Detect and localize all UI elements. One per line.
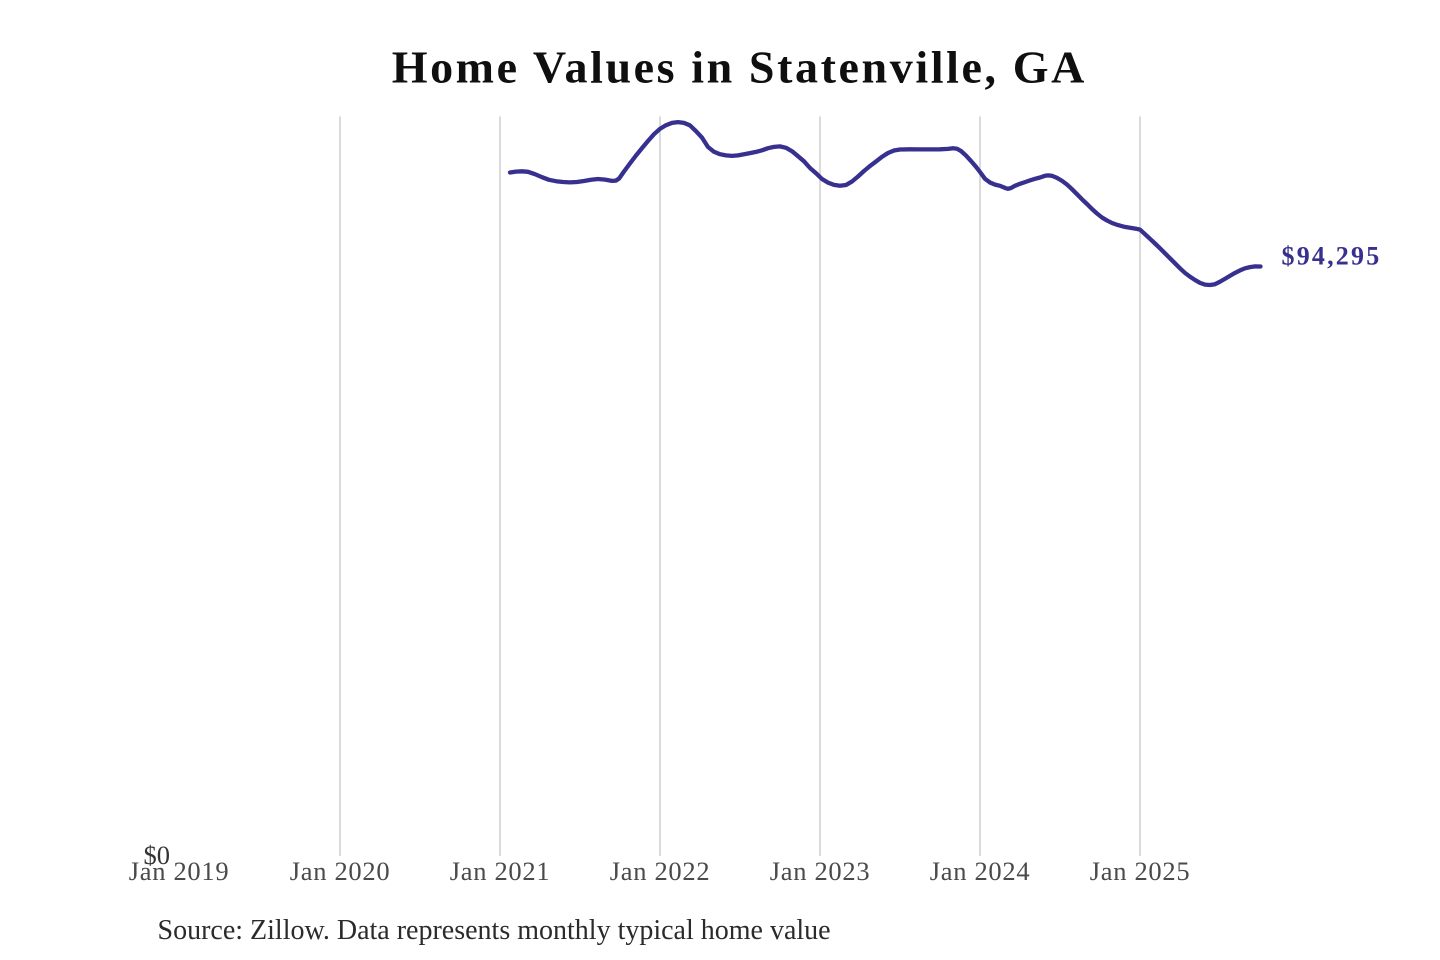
svg-text:Jan 2021: Jan 2021 (450, 856, 551, 886)
svg-text:$94,295: $94,295 (1282, 242, 1382, 271)
svg-text:Jan 2024: Jan 2024 (930, 856, 1031, 886)
svg-text:Source: Zillow. Data represent: Source: Zillow. Data represents monthly … (158, 915, 831, 946)
svg-text:Home Values in Statenville, GA: Home Values in Statenville, GA (392, 42, 1087, 93)
svg-text:Jan 2019: Jan 2019 (129, 856, 230, 886)
svg-text:Jan 2020: Jan 2020 (290, 856, 391, 886)
svg-text:$0: $0 (144, 840, 171, 870)
svg-text:Jan 2023: Jan 2023 (770, 856, 871, 886)
svg-text:Jan 2025: Jan 2025 (1090, 856, 1191, 886)
svg-text:Jan 2022: Jan 2022 (610, 856, 711, 886)
